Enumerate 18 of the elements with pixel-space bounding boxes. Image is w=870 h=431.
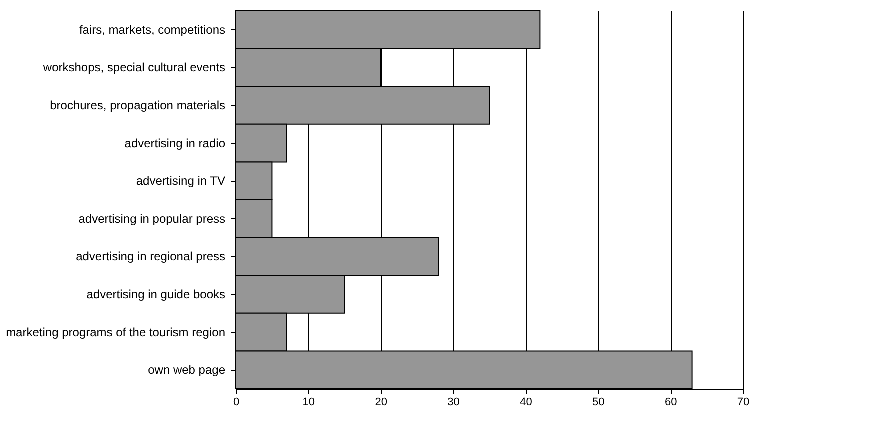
y-tick-label: brochures, propagation materials	[50, 98, 226, 112]
x-tick-label: 20	[375, 396, 388, 408]
y-tick-label: marketing programs of the tourism region	[6, 325, 226, 340]
x-tick-label: 60	[664, 396, 678, 408]
y-tick-label: own web page	[148, 363, 226, 378]
x-tick-label: 10	[302, 396, 316, 408]
x-tick-label: 50	[592, 396, 605, 408]
y-tick-label: fairs, markets, competitions	[79, 22, 226, 37]
y-tick-label: advertising in guide books	[86, 288, 226, 302]
x-tick-label: 0	[233, 396, 240, 408]
x-tick-label: 40	[520, 396, 532, 408]
x-tick-label: 30	[448, 396, 460, 408]
y-tick-label: advertising in radio	[124, 136, 226, 150]
y-tick-label: advertising in TV	[136, 174, 226, 188]
x-tick-label: 70	[737, 396, 750, 408]
y-tick-label: workshops, special cultural events	[42, 60, 226, 75]
y-tick-label: advertising in popular press	[78, 212, 226, 226]
y-tick-label: advertising in regional press	[76, 250, 226, 264]
